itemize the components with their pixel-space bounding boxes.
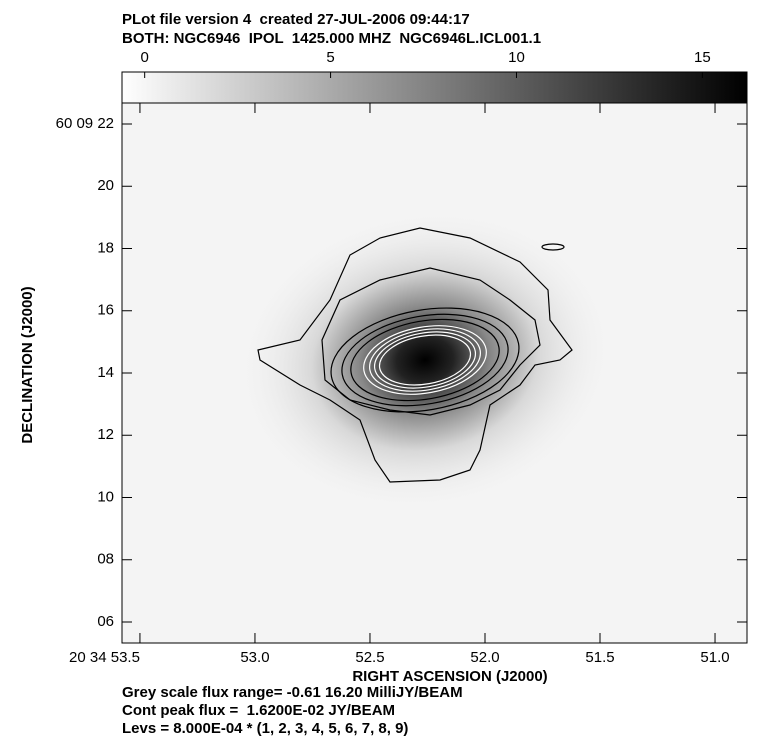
contour bbox=[373, 331, 477, 389]
header-line: BOTH: NGC6946 IPOL 1425.000 MHZ NGC6946L… bbox=[122, 30, 541, 47]
footer-line: Levs = 8.000E-04 * (1, 2, 3, 4, 5, 6, 7,… bbox=[122, 720, 408, 737]
contour bbox=[341, 313, 509, 407]
x-tick-label: 52.5 bbox=[355, 649, 384, 666]
colorbar-tick-label: 10 bbox=[508, 49, 525, 66]
x-tick-label: 53.0 bbox=[240, 649, 269, 666]
colorbar-tick-label: 5 bbox=[326, 49, 334, 66]
y-tick-label: 18 bbox=[97, 239, 114, 256]
x-axis-label: RIGHT ASCENSION (J2000) bbox=[352, 668, 547, 685]
contour bbox=[369, 328, 481, 392]
contour bbox=[321, 267, 541, 416]
x-tick-label: 52.0 bbox=[470, 649, 499, 666]
y-axis-label: DECLINATION (J2000) bbox=[19, 286, 36, 443]
contour bbox=[541, 243, 565, 251]
x-tick-label: 51.5 bbox=[585, 649, 614, 666]
image bbox=[236, 208, 614, 512]
contour bbox=[257, 227, 573, 483]
contour bbox=[378, 334, 472, 386]
colorbar-tick-label: 15 bbox=[694, 49, 711, 66]
y-tick-label: 06 bbox=[97, 613, 114, 630]
footer-line: Grey scale flux range= -0.61 16.20 Milli… bbox=[122, 684, 463, 701]
y-tick-label: 10 bbox=[97, 488, 114, 505]
y-tick-label: 08 bbox=[97, 551, 114, 568]
y-tick-label: 20 bbox=[97, 177, 114, 194]
y-tick-label: 14 bbox=[97, 364, 114, 381]
x-tick-label: 20 34 53.5 bbox=[69, 649, 140, 666]
y-tick-label: 60 09 22 bbox=[56, 115, 114, 132]
contour bbox=[330, 307, 520, 413]
y-tick-label: 16 bbox=[97, 302, 114, 319]
x-tick-label: 51.0 bbox=[700, 649, 729, 666]
header-line: PLot file version 4 created 27-JUL-2006 … bbox=[122, 11, 470, 28]
colorbar-tick-label: 0 bbox=[141, 49, 149, 66]
footer-line: Cont peak flux = 1.6200E-02 JY/BEAM bbox=[122, 702, 395, 719]
y-tick-label: 12 bbox=[97, 426, 114, 443]
contour bbox=[350, 318, 500, 402]
contour bbox=[363, 325, 487, 395]
colorbar bbox=[121, 71, 748, 104]
